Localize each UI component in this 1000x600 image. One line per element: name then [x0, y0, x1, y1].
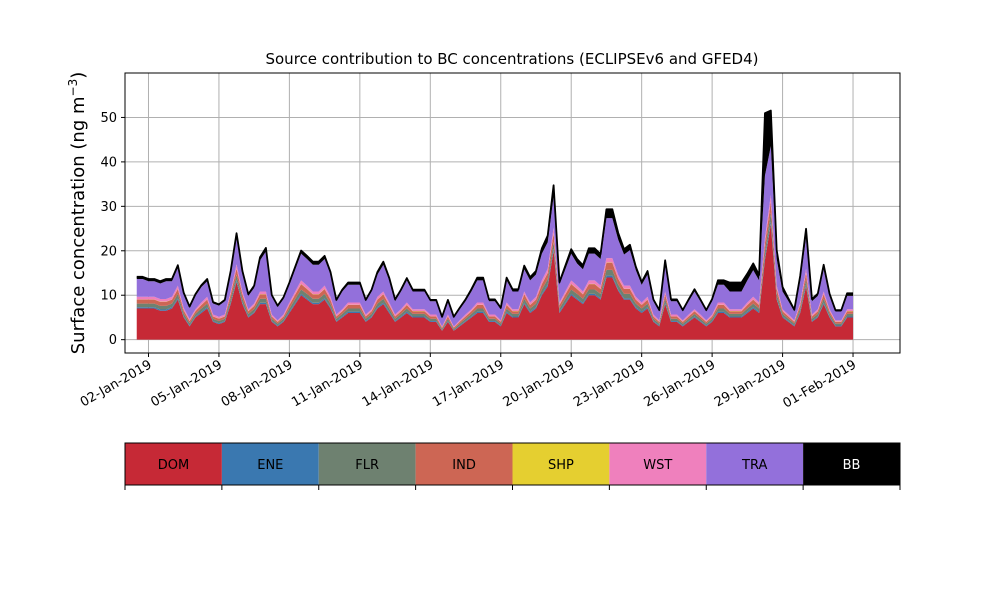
legend-swatch-wst — [609, 443, 707, 485]
x-tick-label: 23-Jan-2019 — [571, 357, 648, 410]
x-tick-label: 20-Jan-2019 — [501, 357, 578, 410]
y-tick-label: 50 — [100, 111, 117, 126]
x-axis: 02-Jan-201905-Jan-201908-Jan-201911-Jan-… — [78, 353, 859, 411]
area-ind — [136, 201, 854, 329]
y-axis-label-close: ) — [68, 72, 89, 79]
x-tick-label: 01-Feb-2019 — [780, 357, 859, 411]
legend-label-tra: TRA — [741, 458, 767, 473]
legend-swatch-ene — [221, 443, 319, 485]
y-axis: 0 10 20 30 40 50 — [100, 111, 125, 348]
total-line — [136, 109, 854, 318]
x-tick-label: 08-Jan-2019 — [219, 357, 296, 410]
legend-label-dom: DOM — [158, 458, 189, 473]
y-tick-label: 40 — [100, 155, 117, 170]
area-flr — [136, 212, 854, 331]
total-line-layer — [136, 109, 854, 318]
x-tick-label: 11-Jan-2019 — [289, 357, 366, 410]
area-tra — [136, 146, 854, 327]
x-tick-label: 14-Jan-2019 — [360, 357, 437, 410]
y-axis-label-main: Surface concentration (ng m — [68, 96, 89, 354]
legend-swatch-tra — [706, 443, 804, 485]
area-ene — [136, 221, 854, 331]
plot-frame — [124, 72, 901, 354]
y-tick-label: 0 — [109, 333, 117, 348]
legend-label-ind: IND — [452, 458, 476, 473]
legend-label-shp: SHP — [548, 458, 574, 473]
legend-swatch-ind — [415, 443, 513, 485]
y-axis-label-exponent: −3 — [66, 79, 80, 97]
legend-swatch-dom — [125, 443, 222, 485]
legend-swatch-shp — [512, 443, 610, 485]
legend-swatch-bb — [803, 443, 900, 485]
legend-label-wst: WST — [643, 458, 672, 473]
y-tick-label: 20 — [100, 244, 117, 259]
legend-swatch-flr — [318, 443, 416, 485]
y-tick-label: 10 — [100, 289, 117, 304]
y-tick-label: 30 — [100, 200, 117, 215]
stacked-areas — [136, 110, 854, 340]
x-tick-label: 29-Jan-2019 — [712, 357, 789, 410]
x-tick-label: 05-Jan-2019 — [148, 357, 225, 410]
chart-title: Source contribution to BC concentrations… — [265, 50, 758, 68]
x-tick-label: 17-Jan-2019 — [430, 357, 507, 410]
x-tick-label: 26-Jan-2019 — [642, 357, 719, 410]
x-tick-label: 02-Jan-2019 — [78, 357, 155, 410]
color-legend: DOM ENE FLR IND SHP WST TRA BB — [124, 442, 901, 490]
area-dom — [136, 224, 854, 340]
legend-label-ene: ENE — [257, 458, 283, 473]
y-axis-label: Surface concentration (ng m−3) — [66, 72, 89, 355]
legend-label-bb: BB — [843, 458, 861, 473]
legend-label-flr: FLR — [355, 458, 379, 473]
